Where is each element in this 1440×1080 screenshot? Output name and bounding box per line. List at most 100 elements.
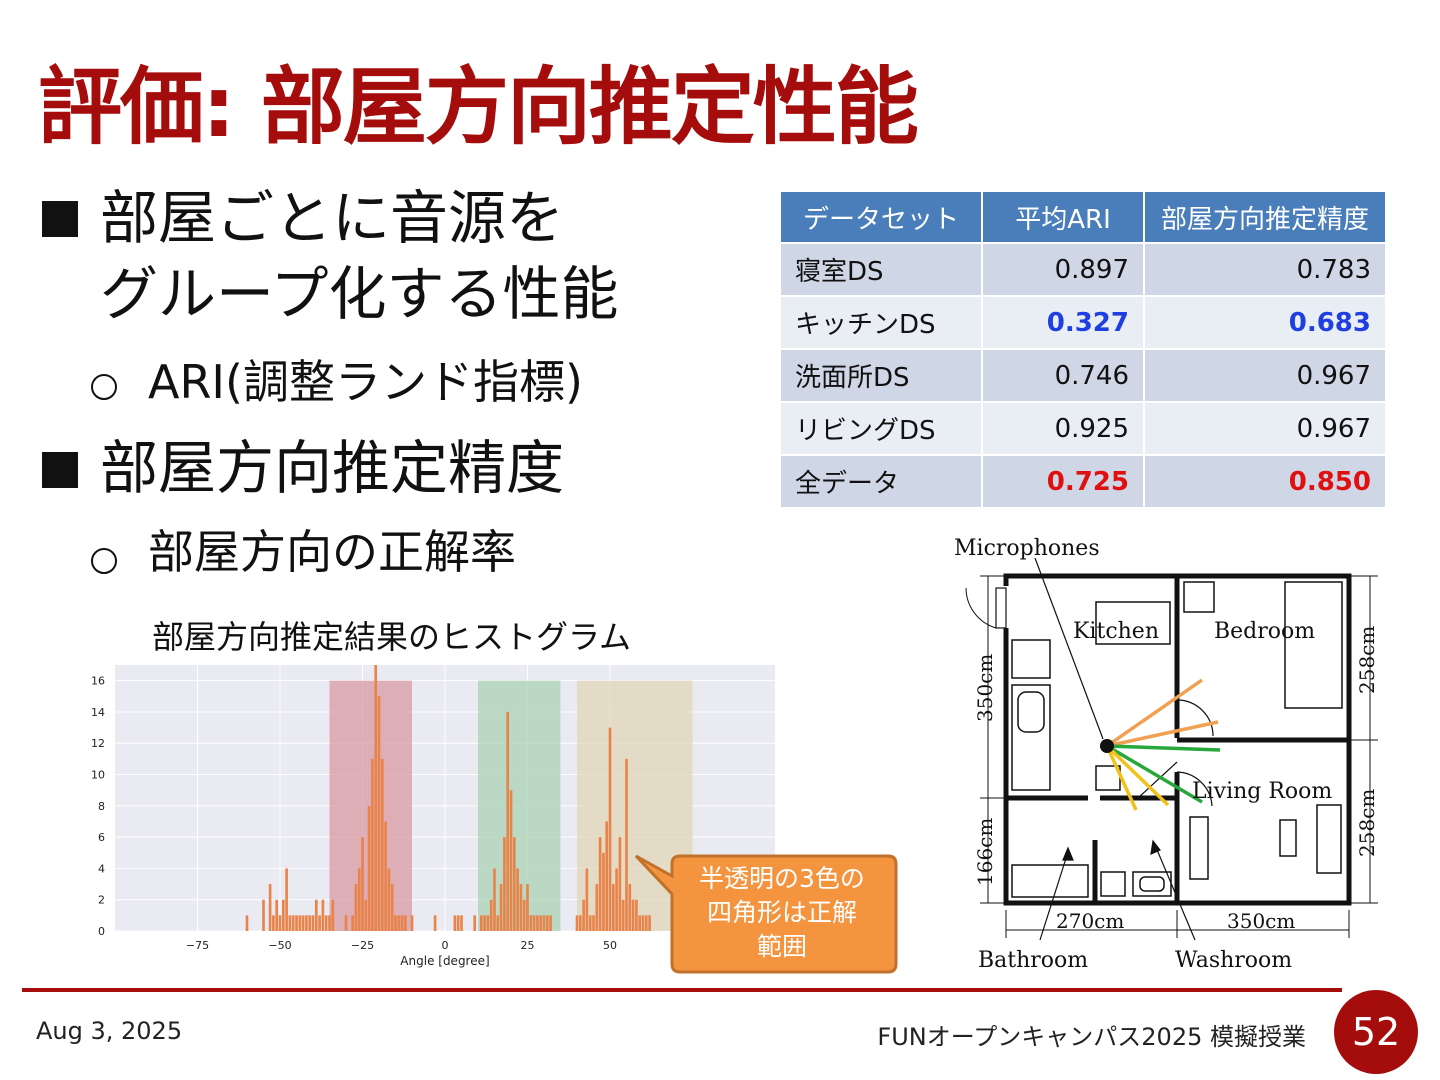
living-door-arc [1176,771,1213,807]
histogram-bar [618,837,622,931]
bedroom-table [1183,581,1215,613]
bedroom-door-arc [1176,699,1214,737]
histogram-bar [621,899,625,931]
x-tick-label: −50 [268,939,291,952]
cell-accuracy: 0.683 [1143,295,1387,350]
washroom-arrowhead [1150,839,1161,855]
entrance-door-arc [965,587,997,629]
kitchen-sink-unit [1011,684,1051,791]
histogram-bar [328,915,331,931]
dim-label-left-bottom: 166cm [973,818,997,886]
histogram-bar [516,868,519,931]
callout-shape [634,854,898,974]
histogram-bar [390,884,394,931]
bullet-2: 部屋方向推定精度 [100,434,565,502]
histogram-bar [275,899,279,931]
histogram-bar [324,915,328,931]
histogram-bar [503,837,506,931]
histogram-bar [291,915,295,931]
histogram-bar [374,665,378,931]
x-tick-label: 0 [442,939,449,952]
histogram-bar [410,915,414,931]
histogram-bar [400,915,404,931]
histogram-bar [377,696,381,931]
header-ari: 平均ARI [981,190,1145,244]
x-tick-label: −75 [186,939,209,952]
footer-event: FUNオープンキャンパス2025 模擬授業 [877,1023,1306,1051]
direction-rays [1105,678,1221,811]
footer-date: Aug 3, 2025 [36,1017,183,1045]
cell-dataset: 寝室DS [779,242,983,297]
table-header-row: データセット 平均ARI 部屋方向推定精度 [779,190,1387,244]
results-table: データセット 平均ARI 部屋方向推定精度 寝室DS 0.897 0.783 キッチン… [779,190,1387,509]
histogram-bar [522,899,526,931]
floor-plan: Microphones Kitchen Bedroom Living Room … [954,536,1379,973]
histogram-bar [318,915,321,931]
x-tick-label: 50 [603,939,617,952]
cell-accuracy: 0.850 [1143,454,1387,509]
y-tick-label: 16 [91,675,105,688]
histogram-bar [453,915,457,931]
y-tick-label: 10 [91,769,105,782]
histogram-bar [648,915,651,931]
histogram-bar [288,915,292,931]
histogram-bar [549,915,552,931]
table-body: 寝室DS 0.897 0.783 キッチンDS 0.327 0.683 洗面所DS 0.746… [779,242,1387,509]
table-row: 寝室DS 0.897 0.783 [779,242,1387,297]
label-bathroom: Bathroom [978,948,1088,973]
sub-bullet-circle-2 [91,548,117,574]
histogram-bar [272,915,275,931]
washroom-sink [1139,876,1165,892]
bathroom-arrowhead [1062,846,1074,861]
histogram-bar [394,915,397,931]
cell-dataset: 全データ [779,454,983,509]
histogram-title: 部屋方向推定結果のヒストグラム [152,618,632,656]
histogram-bar [602,852,605,931]
x-axis-label: Angle [degree] [400,954,489,968]
histogram-bar [628,884,632,931]
callout-line-2: 四角形は正解 [706,898,857,927]
histogram-bar [625,758,628,931]
cell-ari: 0.925 [981,401,1145,456]
cell-ari: 0.746 [981,348,1145,403]
living-table [1279,819,1297,857]
cell-ari: 0.327 [981,295,1145,350]
dim-label-right-top: 258cm [1355,626,1379,694]
y-tick-label: 2 [98,894,105,907]
histogram-bar [575,915,579,931]
ray-yellow-1 [1105,745,1138,811]
histogram-bar [592,915,595,931]
slide-title: 評価: 部屋方向推定性能 [38,58,919,156]
x-tick-label: 25 [521,939,535,952]
histogram-bar [512,837,516,931]
histogram-bar [545,915,549,931]
histogram-bar [384,821,387,931]
callout-line-1: 半透明の3色の [699,864,865,893]
histogram-bar [595,884,599,931]
label-kitchen: Kitchen [1073,619,1159,644]
dim-label-right-bottom: 258cm [1355,789,1379,857]
y-tick-label: 6 [98,831,105,844]
histogram-bar [305,915,308,931]
histogram-bar [404,915,407,931]
histogram-bar [615,868,618,931]
histogram-bar [529,915,533,931]
histogram-bar [331,899,335,931]
header-dataset: データセット [779,190,983,244]
histogram-bar [496,915,500,931]
label-microphones: Microphones [954,536,1100,561]
cell-accuracy: 0.783 [1143,242,1387,297]
histogram-bar [354,884,358,931]
cell-ari: 0.897 [981,242,1145,297]
histogram-bar [344,915,348,931]
label-bedroom: Bedroom [1214,619,1315,644]
histogram-bar [311,915,315,931]
histogram-bar [588,915,592,931]
kitchen-counter [1095,601,1171,645]
callout-bubble [634,854,898,974]
entrance-door [995,587,1007,629]
bullet-square-1 [42,201,78,237]
histogram-bar [387,868,391,931]
cell-accuracy: 0.967 [1143,348,1387,403]
page-number: 52 [1334,990,1418,1074]
